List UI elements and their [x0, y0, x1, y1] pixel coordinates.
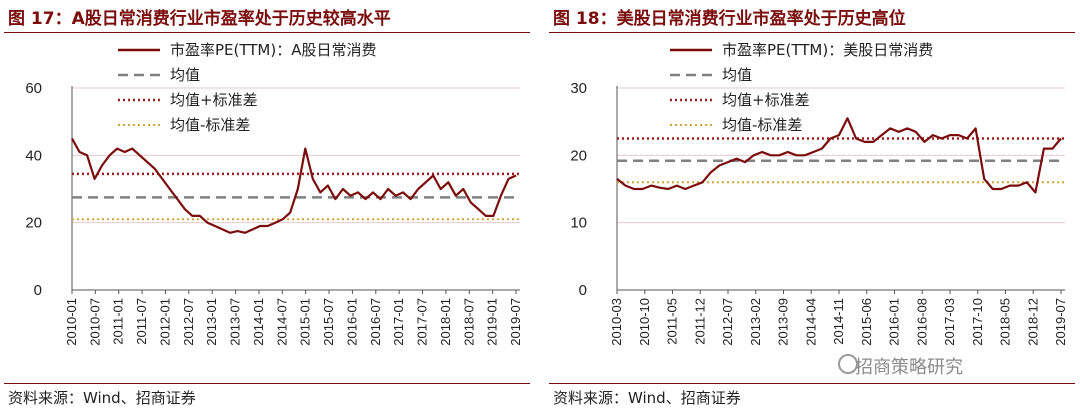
x-tick-label: 2011-12: [692, 298, 707, 345]
figure-title: 图 18：美股日常消费行业市盈率处于历史高位: [553, 9, 906, 29]
title-rule: [4, 32, 530, 33]
x-tick-label: 2014-01: [251, 298, 266, 346]
x-tick-label: 2015-07: [321, 298, 336, 346]
pe-chart-us-stock: 0 10 20 30 2010-03 2010-10 2011-05 2011-12 2012-…: [570, 41, 1068, 346]
figure-title: 图 17：A股日常消费行业市盈率处于历史较高水平: [8, 9, 391, 29]
x-tick-label: 2011-05: [665, 298, 680, 345]
source-note: 资料来源：Wind、招商证券: [553, 389, 741, 407]
x-tick-label: 2013-01: [204, 298, 219, 346]
y-tick-label: 20: [570, 147, 587, 164]
x-tick-label: 2017-01: [391, 298, 406, 346]
legend-label: 均值+标准差: [722, 91, 810, 109]
legend-label: 均值-标准差: [170, 116, 250, 134]
source-rule: [549, 383, 1075, 384]
series-line-pe: [616, 117, 1062, 194]
y-tick-label: 10: [570, 215, 587, 232]
x-tick-label: 2019-07: [508, 298, 523, 346]
series-line-pe: [71, 137, 517, 234]
x-tick-label: 2018-07: [461, 298, 476, 346]
x-tick-label: 2015-01: [298, 298, 313, 346]
x-tick-label: 2010-07: [87, 298, 102, 346]
x-tick-label: 2014-04: [803, 298, 818, 346]
legend-label: 市盈率PE(TTM)：A股日常消费: [170, 41, 377, 59]
legend-label: 均值: [722, 66, 752, 84]
x-tick-label: 2016-01: [344, 298, 359, 346]
pe-chart-a-share: 0 20 40 60 2010-01 2010-07 2011-01 2011-07 2012-…: [25, 41, 523, 346]
y-tick-label: 20: [25, 215, 42, 232]
x-tick-label: 2011-01: [111, 298, 126, 345]
y-tick-label: 0: [34, 282, 42, 299]
y-tick-label: 40: [25, 147, 42, 164]
x-tick-label: 2010-03: [609, 298, 624, 346]
x-tick-label: 2018-01: [438, 298, 453, 346]
x-tick-label: 2013-07: [228, 298, 243, 346]
y-tick-label: 60: [25, 80, 42, 97]
x-tick-label: 2012-07: [720, 298, 735, 346]
x-tick-label: 2016-07: [368, 298, 383, 346]
x-tick-label: 2013-09: [776, 298, 791, 346]
y-tick-label: 0: [579, 282, 587, 299]
title-rule: [549, 32, 1075, 33]
x-tick-label: 2018-12: [1025, 298, 1040, 346]
x-tick-label: 2015-06: [859, 298, 874, 346]
source-rule: [4, 383, 530, 384]
y-tick-label: 30: [570, 80, 587, 97]
watermark: 招商策略研究: [855, 357, 963, 378]
x-tick-label: 2016-01: [887, 298, 902, 346]
legend-label: 均值+标准差: [170, 91, 258, 109]
x-tick-label: 2017-03: [942, 298, 957, 346]
x-tick-label: 2017-10: [970, 298, 985, 346]
x-tick-label: 2019-07: [1053, 298, 1068, 346]
x-tick-label: 2019-01: [485, 298, 500, 346]
x-tick-label: 2017-07: [415, 298, 430, 346]
x-tick-label: 2016-08: [914, 298, 929, 346]
x-tick-label: 2013-02: [748, 298, 763, 346]
x-tick-label: 2018-05: [998, 298, 1013, 346]
legend-label: 均值-标准差: [722, 116, 802, 134]
x-tick-label: 2011-07: [134, 298, 149, 345]
legend-label: 均值: [170, 66, 200, 84]
x-tick-label: 2010-10: [637, 298, 652, 346]
x-tick-label: 2014-07: [274, 298, 289, 346]
x-tick-label: 2014-11: [831, 298, 846, 345]
x-tick-label: 2012-01: [157, 298, 172, 346]
chart-panel-us-stock: 图 18：美股日常消费行业市盈率处于历史高位 0 10 20 30 2010-03 201…: [545, 0, 1075, 413]
wechat-icon: [838, 354, 858, 374]
x-tick-label: 2010-01: [64, 298, 79, 346]
legend-label: 市盈率PE(TTM)：美股日常消费: [722, 41, 933, 59]
source-note: 资料来源：Wind、招商证券: [8, 389, 196, 407]
chart-panel-a-share: 图 17：A股日常消费行业市盈率处于历史较高水平 0 20 40 60 2010-01 2…: [0, 0, 530, 413]
x-tick-label: 2012-07: [181, 298, 196, 346]
